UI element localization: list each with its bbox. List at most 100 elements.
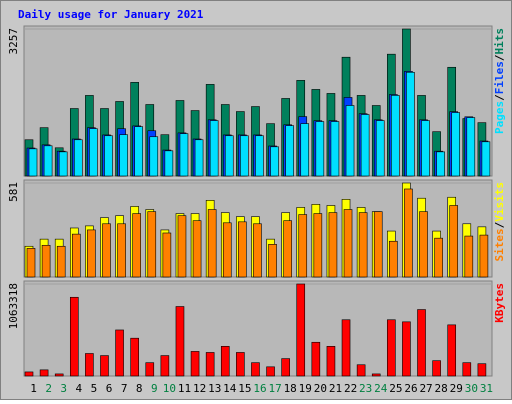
bar <box>85 353 94 377</box>
bar <box>268 244 277 278</box>
bar <box>28 148 38 177</box>
y-tick-label: 1063318 <box>7 283 20 329</box>
bar <box>328 212 338 278</box>
x-tick-label: 15 <box>238 382 251 395</box>
bar <box>207 209 217 278</box>
bar <box>296 283 306 377</box>
x-tick-label: 12 <box>193 382 206 395</box>
bar <box>119 134 128 177</box>
x-tick-label: 25 <box>389 382 402 395</box>
bar <box>281 358 290 377</box>
x-tick-label: 17 <box>268 382 281 395</box>
chart-title: Daily usage for January 2021 <box>18 8 204 21</box>
legend-separator: / <box>493 54 506 61</box>
bar <box>179 133 189 177</box>
bar <box>313 213 323 278</box>
bar <box>451 112 461 177</box>
legend-entry: Files <box>493 61 506 94</box>
bar <box>147 211 157 278</box>
bar <box>391 95 400 177</box>
bar <box>343 209 353 278</box>
bar <box>69 296 79 377</box>
x-tick-label: 14 <box>223 382 237 395</box>
x-tick-label: 11 <box>178 382 191 395</box>
bar <box>236 352 245 377</box>
bar <box>222 222 232 278</box>
bar <box>255 135 264 177</box>
bar <box>402 321 411 377</box>
x-tick-label: 20 <box>314 382 327 395</box>
bar <box>436 151 445 177</box>
legend: Pages/Files/Hits <box>493 28 506 134</box>
x-tick-label: 5 <box>91 382 98 395</box>
bar <box>251 362 260 377</box>
x-tick-label: 31 <box>480 382 493 395</box>
bar <box>205 352 215 377</box>
bar <box>190 351 200 377</box>
x-tick-label: 28 <box>435 382 448 395</box>
x-tick-label: 16 <box>253 382 266 395</box>
x-tick-label: 22 <box>344 382 357 395</box>
bar <box>404 188 413 278</box>
x-tick-label: 9 <box>151 382 158 395</box>
y-tick-label: 581 <box>7 182 20 202</box>
bar <box>194 139 204 177</box>
bar <box>115 329 124 377</box>
bar <box>87 229 96 278</box>
bar <box>145 362 155 377</box>
bar <box>177 215 187 278</box>
bar <box>266 366 275 377</box>
bar <box>100 355 109 377</box>
legend-entry: Sites <box>493 228 506 261</box>
bar <box>130 337 139 377</box>
x-tick-label: 26 <box>404 382 417 395</box>
bar <box>464 235 474 278</box>
bar <box>360 114 370 177</box>
x-tick-label: 13 <box>208 382 221 395</box>
y-tick-label: 3257 <box>7 28 20 55</box>
bar <box>387 319 396 377</box>
x-tick-label: 29 <box>450 382 463 395</box>
bar <box>300 123 310 177</box>
bar <box>134 126 143 177</box>
legend-entry: Pages <box>493 101 506 134</box>
bar <box>421 120 430 177</box>
bar <box>220 346 230 377</box>
bar <box>149 136 159 177</box>
x-tick-label: 10 <box>163 382 176 395</box>
legend: Sites/Visits <box>493 182 506 262</box>
bar <box>270 146 279 177</box>
bar <box>58 151 68 177</box>
bar <box>283 220 292 278</box>
x-tick-label: 27 <box>419 382 432 395</box>
bar <box>54 373 64 377</box>
x-tick-label: 21 <box>329 382 342 395</box>
bar <box>132 213 141 278</box>
x-tick-label: 6 <box>106 382 113 395</box>
bar <box>298 214 308 278</box>
bar <box>238 221 247 278</box>
x-tick-label: 24 <box>374 382 388 395</box>
bar <box>56 245 66 278</box>
bar <box>419 211 428 278</box>
bar <box>326 346 336 377</box>
x-tick-label: 19 <box>299 382 312 395</box>
x-tick-label: 4 <box>76 382 83 395</box>
bar <box>24 371 34 377</box>
x-tick-label: 30 <box>465 382 478 395</box>
bar <box>89 128 98 177</box>
bar <box>432 360 441 377</box>
bar <box>41 244 51 278</box>
bar <box>434 237 443 278</box>
x-tick-label: 18 <box>284 382 297 395</box>
bar <box>345 105 355 177</box>
bar <box>43 145 53 177</box>
bar <box>253 223 262 278</box>
bar <box>417 309 426 377</box>
bar <box>175 306 185 377</box>
bar <box>164 150 174 177</box>
bar <box>160 355 170 377</box>
bar <box>73 139 83 177</box>
